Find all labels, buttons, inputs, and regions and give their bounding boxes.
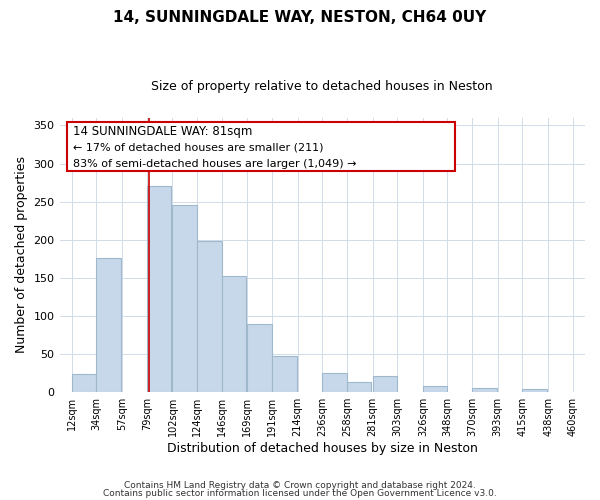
Bar bbox=[72, 374, 97, 392]
X-axis label: Distribution of detached houses by size in Neston: Distribution of detached houses by size … bbox=[167, 442, 478, 455]
Bar bbox=[97, 258, 121, 392]
Title: Size of property relative to detached houses in Neston: Size of property relative to detached ho… bbox=[151, 80, 493, 93]
Bar bbox=[197, 242, 221, 392]
Bar bbox=[247, 324, 272, 392]
Text: ← 17% of detached houses are smaller (211): ← 17% of detached houses are smaller (21… bbox=[73, 142, 323, 152]
Text: 83% of semi-detached houses are larger (1,049) →: 83% of semi-detached houses are larger (… bbox=[73, 159, 356, 169]
Bar bbox=[523, 389, 547, 392]
Bar bbox=[172, 204, 197, 392]
Bar bbox=[472, 388, 497, 392]
Bar bbox=[322, 373, 347, 392]
Text: 14, SUNNINGDALE WAY, NESTON, CH64 0UY: 14, SUNNINGDALE WAY, NESTON, CH64 0UY bbox=[113, 10, 487, 25]
Bar bbox=[221, 276, 246, 392]
FancyBboxPatch shape bbox=[67, 122, 455, 171]
Bar bbox=[272, 356, 296, 392]
Bar bbox=[423, 386, 448, 392]
Bar bbox=[147, 186, 172, 392]
Y-axis label: Number of detached properties: Number of detached properties bbox=[15, 156, 28, 354]
Text: 14 SUNNINGDALE WAY: 81sqm: 14 SUNNINGDALE WAY: 81sqm bbox=[73, 126, 253, 138]
Bar bbox=[347, 382, 371, 392]
Text: Contains HM Land Registry data © Crown copyright and database right 2024.: Contains HM Land Registry data © Crown c… bbox=[124, 481, 476, 490]
Text: Contains public sector information licensed under the Open Government Licence v3: Contains public sector information licen… bbox=[103, 488, 497, 498]
Bar bbox=[373, 376, 397, 392]
